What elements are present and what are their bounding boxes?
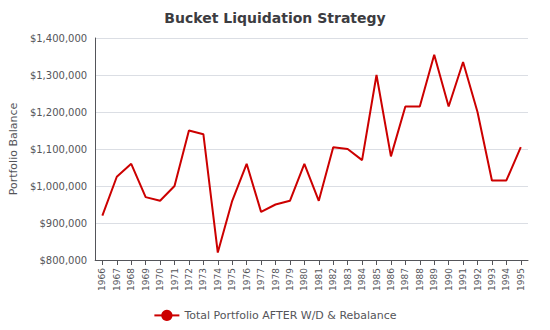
svg-text:1966: 1966 (97, 268, 107, 291)
svg-text:$1,400,000: $1,400,000 (30, 33, 87, 44)
svg-text:$1,200,000: $1,200,000 (30, 107, 87, 118)
svg-text:1971: 1971 (170, 268, 180, 291)
svg-text:1983: 1983 (343, 268, 353, 291)
svg-text:1973: 1973 (198, 268, 208, 291)
svg-text:1984: 1984 (357, 268, 367, 291)
svg-text:1969: 1969 (141, 268, 151, 291)
svg-text:1981: 1981 (314, 268, 324, 291)
svg-text:1994: 1994 (501, 268, 511, 291)
svg-text:1980: 1980 (299, 268, 309, 291)
svg-text:Bucket Liquidation Strategy: Bucket Liquidation Strategy (164, 10, 385, 26)
svg-text:1972: 1972 (184, 268, 194, 291)
svg-text:1988: 1988 (415, 268, 425, 291)
svg-text:1992: 1992 (473, 268, 483, 291)
svg-text:1993: 1993 (487, 268, 497, 291)
svg-text:$1,100,000: $1,100,000 (30, 144, 87, 155)
svg-text:1991: 1991 (458, 268, 468, 291)
svg-text:1987: 1987 (400, 268, 410, 291)
svg-text:$1,000,000: $1,000,000 (30, 181, 87, 192)
svg-text:Total Portfolio AFTER W/D & Re: Total Portfolio AFTER W/D & Rebalance (183, 309, 396, 322)
svg-text:1974: 1974 (213, 268, 223, 291)
svg-text:1970: 1970 (155, 268, 165, 291)
svg-text:1977: 1977 (256, 268, 266, 291)
svg-text:1975: 1975 (227, 268, 237, 291)
svg-text:$900,000: $900,000 (39, 218, 87, 229)
svg-text:1995: 1995 (516, 268, 526, 291)
svg-text:1978: 1978 (271, 268, 281, 291)
svg-text:$800,000: $800,000 (39, 255, 87, 266)
svg-text:1967: 1967 (112, 268, 122, 291)
svg-text:Portfolio Balance: Portfolio Balance (7, 102, 20, 195)
svg-text:1982: 1982 (328, 268, 338, 291)
svg-text:1985: 1985 (372, 268, 382, 291)
svg-text:$1,300,000: $1,300,000 (30, 70, 87, 81)
svg-text:1976: 1976 (242, 268, 252, 291)
svg-text:1989: 1989 (429, 268, 439, 291)
svg-text:1979: 1979 (285, 268, 295, 291)
svg-text:1990: 1990 (444, 268, 454, 291)
svg-text:1986: 1986 (386, 268, 396, 291)
svg-text:1968: 1968 (126, 268, 136, 291)
